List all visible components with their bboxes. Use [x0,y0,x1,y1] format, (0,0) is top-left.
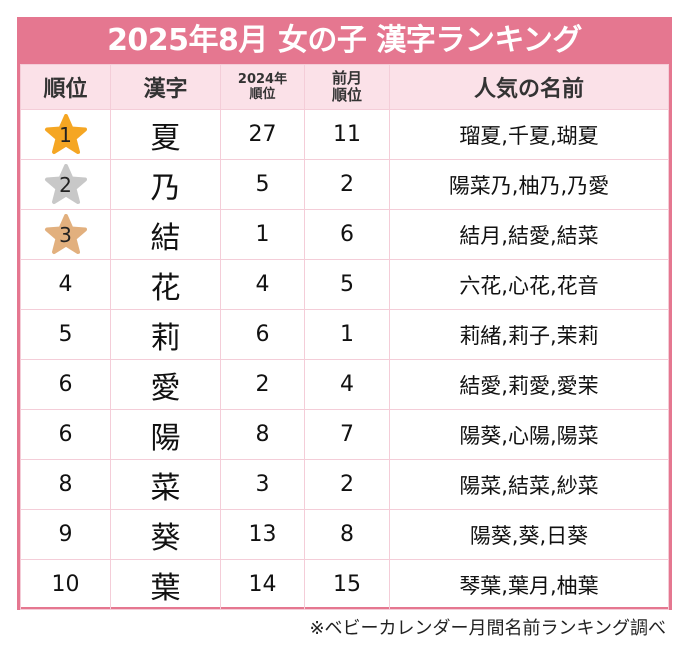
popular-names-cell: 莉緒,莉子,茉莉 [389,309,669,360]
header-2024-rank-line1: 2024年 [237,72,288,87]
kanji-cell: 乃 [110,159,221,210]
popular-names-cell: 結愛,莉愛,愛茉 [389,359,669,410]
prev-month-rank-cell: 2 [304,159,390,210]
popular-names-cell: 結月,結愛,結菜 [389,209,669,260]
rank-2024-cell: 4 [220,259,305,310]
rank-2024-cell: 6 [220,309,305,360]
prev-month-rank-cell: 1 [304,309,390,360]
header-popular-names: 人気の名前 [389,64,669,110]
rank-number: 1 [59,122,72,147]
popular-names-cell: 陽菜,結菜,紗菜 [389,459,669,510]
popular-names-cell: 陽菜乃,柚乃,乃愛 [389,159,669,210]
rank-cell: 3 [20,209,111,260]
silver-star-icon: 2 [44,163,88,206]
rank-cell: 6 [20,409,111,460]
header-kanji: 漢字 [110,64,221,110]
table-row: 4 花 4 5 六花,心花,花音 [20,259,669,310]
prev-month-rank-cell: 7 [304,409,390,460]
table-row: 10 葉 14 15 琴葉,葉月,柚葉 [20,559,669,610]
rank-number: 2 [59,172,72,197]
bronze-star-icon: 3 [44,213,88,256]
header-2024-rank: 2024年 順位 [220,64,305,110]
kanji-cell: 愛 [110,359,221,410]
rank-2024-cell: 5 [220,159,305,210]
prev-month-rank-cell: 8 [304,509,390,560]
prev-month-rank-cell: 6 [304,209,390,260]
kanji-cell: 葉 [110,559,221,610]
rank-cell: 2 [20,159,111,210]
header-prev-month-rank: 前月 順位 [304,64,390,110]
kanji-cell: 夏 [110,109,221,160]
ranking-title: 2025年8月 女の子 漢字ランキング [17,17,672,64]
table-row: 2 乃 5 2 陽菜乃,柚乃,乃愛 [20,159,669,210]
prev-month-rank-cell: 4 [304,359,390,410]
rank-2024-cell: 27 [220,109,305,160]
table-row: 9 葵 13 8 陽葵,葵,日葵 [20,509,669,560]
kanji-cell: 陽 [110,409,221,460]
rank-2024-cell: 8 [220,409,305,460]
rank-cell: 10 [20,559,111,610]
table-row: 1 夏 27 11 瑠夏,千夏,瑚夏 [20,109,669,160]
rank-cell: 4 [20,259,111,310]
prev-month-rank-cell: 15 [304,559,390,610]
rank-2024-cell: 13 [220,509,305,560]
kanji-cell: 花 [110,259,221,310]
popular-names-cell: 六花,心花,花音 [389,259,669,310]
header-prev-month-line1: 前月 [331,69,362,87]
table-header-row: 順位 漢字 2024年 順位 前月 順位 人気の名前 [20,64,669,110]
ranking-table: 順位 漢字 2024年 順位 前月 順位 人気の名前 1 夏 27 11 瑠夏,千夏,… [20,64,669,610]
prev-month-rank-cell: 5 [304,259,390,310]
header-2024-rank-line2: 順位 [249,87,276,102]
kanji-cell: 菜 [110,459,221,510]
rank-number: 3 [59,222,72,247]
popular-names-cell: 陽葵,心陽,陽菜 [389,409,669,460]
popular-names-cell: 琴葉,葉月,柚葉 [389,559,669,610]
rank-2024-cell: 1 [220,209,305,260]
rank-cell: 9 [20,509,111,560]
ranking-table-container: 2025年8月 女の子 漢字ランキング 順位 漢字 2024年 順位 前月 順位… [17,17,672,610]
rank-cell: 6 [20,359,111,410]
prev-month-rank-cell: 11 [304,109,390,160]
header-prev-month-line2: 順位 [331,86,362,104]
kanji-cell: 莉 [110,309,221,360]
rank-cell: 5 [20,309,111,360]
source-footnote: ※ベビーカレンダー月間名前ランキング調べ [309,618,666,639]
rank-2024-cell: 2 [220,359,305,410]
kanji-cell: 葵 [110,509,221,560]
rank-cell: 1 [20,109,111,160]
table-row: 3 結 1 6 結月,結愛,結菜 [20,209,669,260]
rank-2024-cell: 14 [220,559,305,610]
kanji-cell: 結 [110,209,221,260]
popular-names-cell: 瑠夏,千夏,瑚夏 [389,109,669,160]
gold-star-icon: 1 [44,113,88,156]
popular-names-cell: 陽葵,葵,日葵 [389,509,669,560]
rank-cell: 8 [20,459,111,510]
table-row: 5 莉 6 1 莉緒,莉子,茉莉 [20,309,669,360]
table-row: 6 陽 8 7 陽葵,心陽,陽菜 [20,409,669,460]
header-rank: 順位 [20,64,111,110]
table-row: 6 愛 2 4 結愛,莉愛,愛茉 [20,359,669,410]
prev-month-rank-cell: 2 [304,459,390,510]
table-row: 8 菜 3 2 陽菜,結菜,紗菜 [20,459,669,510]
rank-2024-cell: 3 [220,459,305,510]
